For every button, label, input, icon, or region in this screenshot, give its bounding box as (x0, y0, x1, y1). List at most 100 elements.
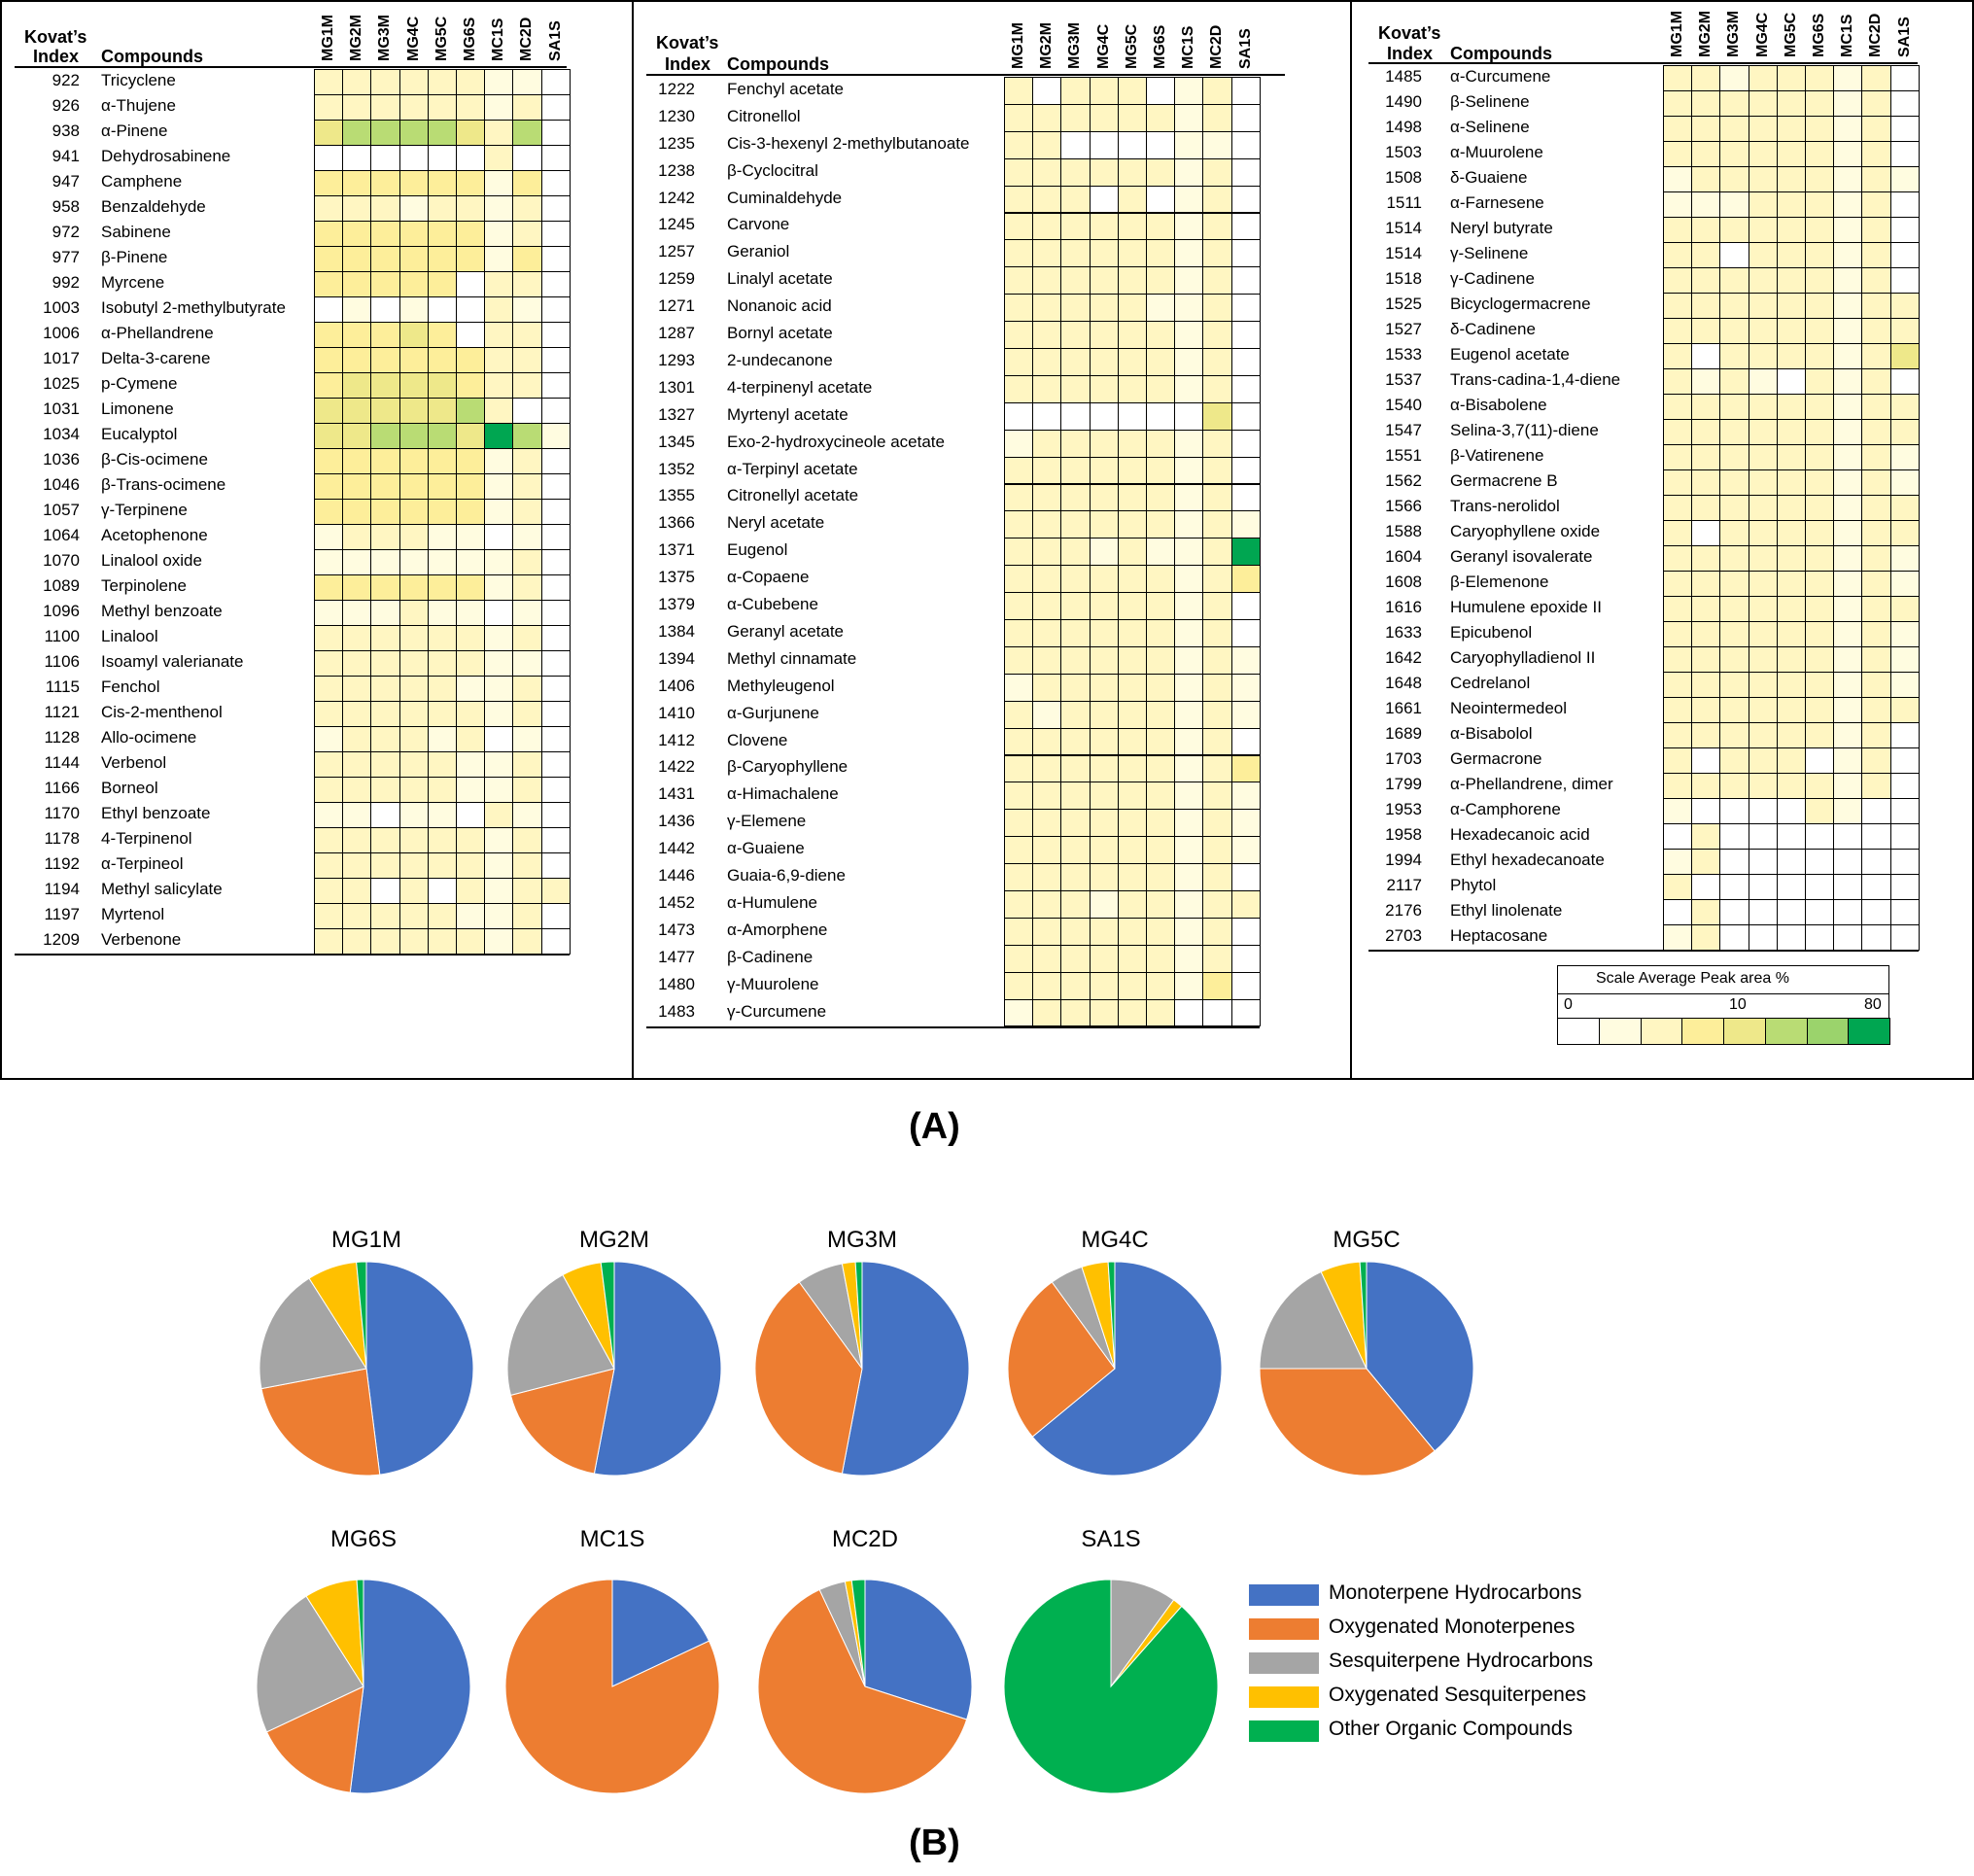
heatmap-cell (1776, 90, 1806, 117)
heatmap-cell (1032, 673, 1062, 702)
heatmap-cell (1117, 944, 1147, 973)
heatmap-cell (512, 322, 542, 348)
heatmap-cell (1833, 444, 1863, 470)
heatmap-cell (1748, 672, 1778, 698)
heatmap-cell (1833, 394, 1863, 420)
heatmap-cell (1805, 394, 1835, 420)
heatmap-cell (1004, 321, 1034, 349)
heatmap-cell (1089, 727, 1119, 756)
heatmap-cell (456, 751, 486, 778)
heatmap-cell (427, 145, 457, 171)
compound-name: Epicubenol (1450, 623, 1533, 642)
kovats-index: 1994 (1385, 851, 1422, 869)
heatmap-cell (370, 625, 400, 651)
heatmap-cell (512, 170, 542, 196)
kovats-header: Kovat’s (24, 27, 87, 47)
heatmap-cell (427, 549, 457, 575)
heatmap-cell (1146, 890, 1176, 919)
heatmap-cell (1032, 510, 1062, 539)
heatmap-cell (512, 145, 542, 171)
heatmap-cell (398, 524, 429, 550)
heatmap-cell (1691, 217, 1721, 243)
heatmap-cell (1089, 429, 1119, 458)
heatmap-cell (1833, 419, 1863, 445)
heatmap-cell (540, 726, 571, 752)
compound-name: α-Camphorene (1450, 800, 1561, 818)
heatmap-cell (1230, 212, 1261, 241)
heatmap-cell (1032, 321, 1062, 349)
heatmap-cell (1833, 217, 1863, 243)
heatmap-cell (456, 499, 486, 525)
heatmap-cell (1202, 863, 1232, 891)
heatmap-cell (1089, 645, 1119, 675)
heatmap-cell (1805, 621, 1835, 647)
heatmap-cell (1230, 130, 1261, 159)
heatmap-cell (1776, 191, 1806, 218)
heatmap-cell (342, 398, 372, 424)
heatmap-cell (1089, 754, 1119, 783)
heatmap-cell (1230, 294, 1261, 323)
heatmap-cell (398, 650, 429, 677)
heatmap-cell (1691, 191, 1721, 218)
heatmap-cell (1889, 571, 1920, 597)
kovats-index: 1115 (45, 677, 80, 696)
pie-title-mg4c: MG4C (1081, 1227, 1149, 1253)
heatmap-cell (1861, 318, 1891, 344)
heatmap-cell (1776, 394, 1806, 420)
heatmap-cell (1174, 130, 1204, 159)
heatmap-cell (484, 802, 514, 828)
compound-name: α-Bisabolol (1450, 724, 1533, 743)
heatmap-cell (1833, 90, 1863, 117)
heatmap-cell (456, 928, 486, 955)
heatmap-cell (1691, 495, 1721, 521)
heatmap-cell (512, 701, 542, 727)
pie-slice-other-organic-compounds (1003, 1579, 1219, 1794)
column-header-sa1s: SA1S (1236, 28, 1254, 69)
column-header-mg5c: MG5C (1782, 12, 1799, 57)
heatmap-cell (427, 473, 457, 500)
heatmap-cell (370, 296, 400, 323)
scale-tick-0: 0 (1564, 996, 1573, 1013)
heatmap-cell (1230, 673, 1261, 702)
heatmap-cell (370, 827, 400, 853)
heatmap-cell (1776, 899, 1806, 925)
heatmap-cell (1117, 103, 1147, 132)
heatmap-cell (1089, 266, 1119, 295)
heatmap-cell (1117, 673, 1147, 702)
heatmap-cell (1004, 374, 1034, 403)
heatmap-cell (1663, 924, 1693, 951)
heatmap-cell (1004, 917, 1034, 946)
heatmap-cell (456, 221, 486, 247)
kovats-index: 1540 (1385, 396, 1422, 414)
heatmap-cell (1060, 456, 1091, 485)
compound-name: Citronellyl acetate (727, 486, 859, 505)
heatmap-cell (1719, 318, 1749, 344)
heatmap-cell (1202, 130, 1232, 159)
pie-slice-monoterpene-hydrocarbons (864, 1579, 973, 1720)
heatmap-cell (1833, 65, 1863, 91)
heatmap-cell (342, 650, 372, 677)
heatmap-cell (1663, 394, 1693, 420)
column-header-mg1m: MG1M (1669, 11, 1685, 57)
heatmap-cell (427, 170, 457, 196)
heatmap-cell (1805, 798, 1835, 824)
heatmap-cell (1146, 212, 1176, 241)
heatmap-cell (1004, 782, 1034, 811)
heatmap-cell (342, 524, 372, 550)
heatmap-cell (1032, 700, 1062, 729)
heatmap-cell (1861, 166, 1891, 192)
heatmap-cell (314, 852, 344, 879)
pie-slice-monoterpene-hydrocarbons (841, 1261, 970, 1476)
heatmap-cell (1202, 429, 1232, 458)
kovats-index: 1616 (1385, 598, 1422, 616)
heatmap-cell (1833, 520, 1863, 546)
heatmap-cell (1805, 773, 1835, 799)
heatmap-cell (1748, 166, 1778, 192)
heatmap-cell (370, 549, 400, 575)
heatmap-cell (1805, 65, 1835, 91)
heatmap-cell (1146, 130, 1176, 159)
heatmap-cell (1691, 924, 1721, 951)
heatmap-cell (456, 398, 486, 424)
heatmap-cell (1776, 596, 1806, 622)
compound-name: Geranyl isovalerate (1450, 547, 1593, 566)
